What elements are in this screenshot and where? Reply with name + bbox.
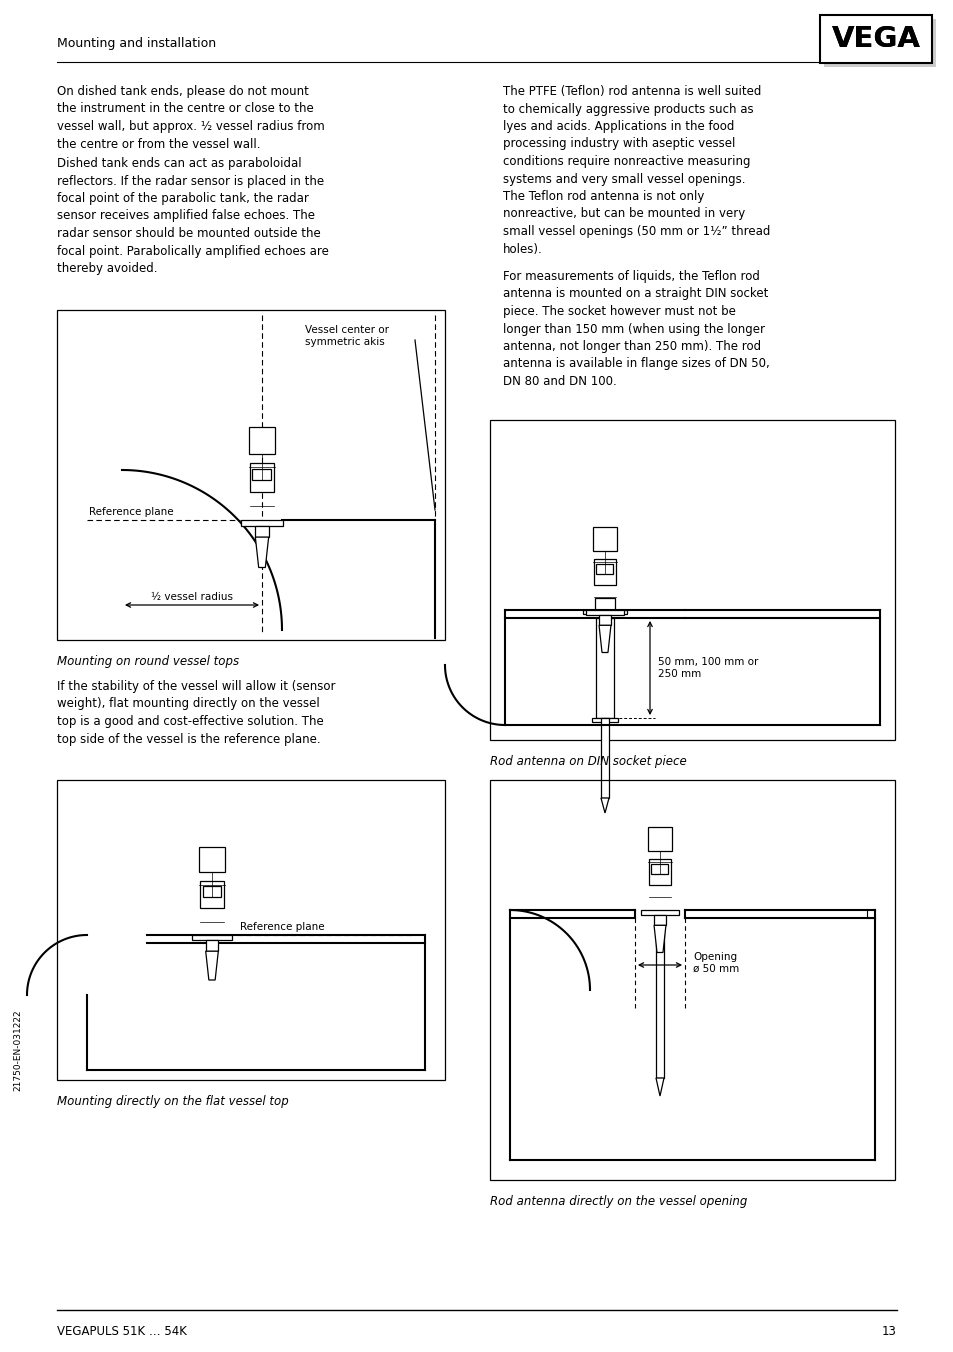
Polygon shape <box>600 798 608 813</box>
Bar <box>241 521 283 526</box>
Text: Reference plane: Reference plane <box>89 507 173 516</box>
Polygon shape <box>598 625 610 653</box>
Text: 13: 13 <box>882 1325 896 1338</box>
Bar <box>593 527 617 550</box>
Text: Mounting on round vessel tops: Mounting on round vessel tops <box>57 654 239 668</box>
Bar <box>203 887 221 898</box>
Bar <box>600 718 608 798</box>
Polygon shape <box>654 925 665 953</box>
Bar <box>656 918 663 1078</box>
Bar <box>598 615 610 625</box>
Text: The PTFE (Teflon) rod antenna is well suited
to chemically aggressive products s: The PTFE (Teflon) rod antenna is well su… <box>502 85 770 256</box>
Text: Opening
ø 50 mm: Opening ø 50 mm <box>692 952 739 973</box>
Polygon shape <box>656 1078 663 1096</box>
Bar <box>253 469 272 480</box>
Text: Mounting and installation: Mounting and installation <box>57 37 216 50</box>
Text: If the stability of the vessel will allow it (sensor
weight), flat mounting dire: If the stability of the vessel will allo… <box>57 680 335 745</box>
Text: For measurements of liquids, the Teflon rod
antenna is mounted on a straight DIN: For measurements of liquids, the Teflon … <box>502 270 769 388</box>
Polygon shape <box>206 952 218 980</box>
Bar <box>596 564 613 575</box>
Bar <box>586 610 623 615</box>
Text: Rod antenna on DIN socket piece: Rod antenna on DIN socket piece <box>490 754 686 768</box>
Text: 21750-EN-031222: 21750-EN-031222 <box>13 1009 23 1091</box>
Text: 50 mm, 100 mm or
250 mm: 50 mm, 100 mm or 250 mm <box>658 657 758 679</box>
Text: ½ vessel radius: ½ vessel radius <box>151 592 233 602</box>
Bar <box>592 718 618 722</box>
Text: Vessel center or
symmetric akis: Vessel center or symmetric akis <box>305 324 389 346</box>
Bar <box>199 846 224 872</box>
Text: Reference plane: Reference plane <box>240 922 324 932</box>
Bar <box>192 936 232 941</box>
Text: VEGA: VEGA <box>831 24 920 53</box>
Bar <box>640 910 678 915</box>
Text: VEGA: VEGA <box>831 24 920 53</box>
Text: Rod antenna directly on the vessel opening: Rod antenna directly on the vessel openi… <box>490 1195 746 1207</box>
Bar <box>594 558 616 584</box>
Bar <box>654 915 665 925</box>
Bar <box>582 610 626 614</box>
Text: VEGAPULS 51K … 54K: VEGAPULS 51K … 54K <box>57 1325 187 1338</box>
Bar <box>596 618 614 718</box>
Bar <box>200 882 223 909</box>
Text: Dished tank ends can act as paraboloidal
reflectors. If the radar sensor is plac: Dished tank ends can act as paraboloidal… <box>57 157 329 274</box>
Bar <box>255 526 269 537</box>
Bar <box>250 462 274 492</box>
Bar <box>651 864 668 875</box>
Text: On dished tank ends, please do not mount
the instrument in the centre or close t: On dished tank ends, please do not mount… <box>57 85 324 150</box>
Polygon shape <box>820 15 931 64</box>
Polygon shape <box>255 537 269 568</box>
Bar <box>595 598 615 610</box>
Polygon shape <box>823 19 935 68</box>
Bar <box>249 427 275 453</box>
Text: Mounting directly on the flat vessel top: Mounting directly on the flat vessel top <box>57 1095 289 1109</box>
Bar <box>648 859 670 884</box>
Bar <box>647 826 671 850</box>
Bar <box>206 941 218 952</box>
